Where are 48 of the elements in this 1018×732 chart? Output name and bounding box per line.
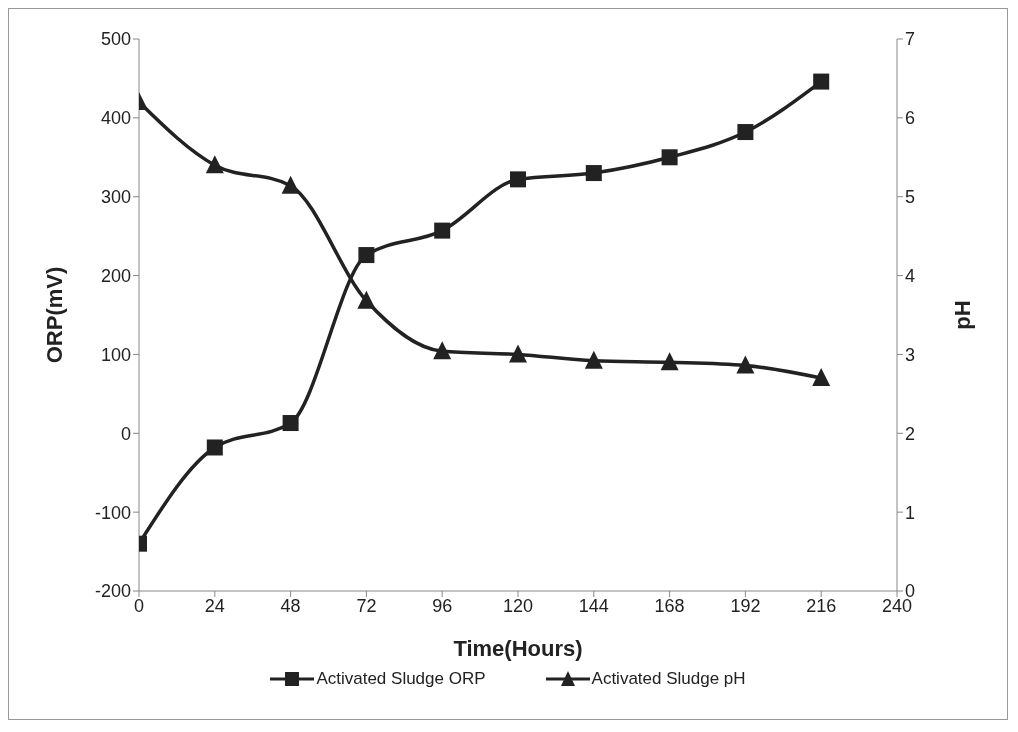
y-tick-label: 0 bbox=[120, 423, 131, 444]
y-tick-label: 200 bbox=[100, 265, 131, 286]
point bbox=[282, 415, 299, 432]
x-tick-label: 48 bbox=[280, 595, 301, 616]
y-tick-label: 100 bbox=[100, 344, 131, 365]
x-tick-label: 120 bbox=[502, 595, 534, 616]
y-tick-label: -200 bbox=[94, 581, 131, 602]
x-tick-label: 216 bbox=[806, 595, 837, 616]
y2-axis-title: pH bbox=[949, 300, 975, 330]
x-tick-label: 24 bbox=[204, 595, 225, 616]
y2-tick-label: 3 bbox=[905, 344, 916, 365]
y2-tick-label: 4 bbox=[905, 265, 916, 286]
y-tick-label: 300 bbox=[100, 187, 131, 208]
x-tick-label: 192 bbox=[730, 595, 761, 616]
point bbox=[812, 368, 831, 387]
x-axis-title: Time(Hours) bbox=[453, 636, 583, 661]
y2-tick-label: 2 bbox=[905, 423, 916, 444]
point bbox=[509, 344, 527, 363]
point bbox=[434, 222, 451, 239]
x-tick-label: 72 bbox=[356, 595, 377, 616]
y2-tick-label: 1 bbox=[905, 502, 916, 523]
y-tick-label: -100 bbox=[94, 502, 131, 523]
point bbox=[736, 355, 755, 374]
y-axis-title: ORP(mV) bbox=[41, 266, 67, 364]
point bbox=[585, 165, 602, 182]
point bbox=[737, 124, 754, 141]
x-tick-label: 0 bbox=[133, 595, 145, 616]
point bbox=[206, 439, 223, 456]
y2-tick-label: 6 bbox=[905, 108, 916, 129]
point bbox=[357, 290, 376, 309]
point bbox=[433, 341, 452, 360]
y-tick-label: 400 bbox=[100, 108, 131, 129]
point bbox=[205, 155, 224, 174]
point bbox=[813, 73, 830, 90]
point bbox=[584, 350, 603, 369]
legend-label: Activated Sludge ORP bbox=[316, 669, 486, 689]
point bbox=[281, 175, 300, 194]
x-tick-label: 144 bbox=[578, 595, 609, 616]
x-tick-label: 96 bbox=[432, 595, 453, 616]
point bbox=[661, 149, 678, 166]
point bbox=[660, 352, 679, 371]
y2-tick-label: 7 bbox=[905, 29, 916, 50]
y2-tick-label: 5 bbox=[905, 187, 916, 208]
point bbox=[358, 247, 375, 264]
y-tick-label: 500 bbox=[100, 29, 131, 50]
legend-label: Activated Sludge pH bbox=[591, 669, 746, 689]
x-tick-label: 168 bbox=[654, 595, 685, 616]
point bbox=[510, 171, 526, 188]
